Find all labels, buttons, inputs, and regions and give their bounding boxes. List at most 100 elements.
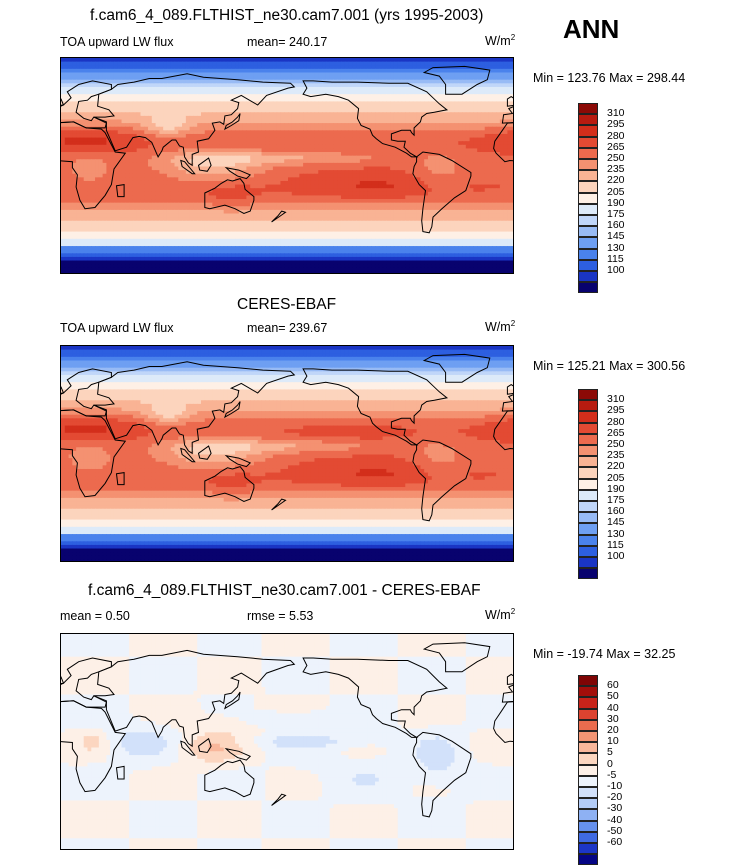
heatmap-cell [405,173,410,178]
heatmap-cell [371,148,376,153]
heatmap-cell [295,170,300,175]
heatmap-cell [431,108,437,113]
heatmap-cell [288,115,293,121]
heatmap-cell [488,170,493,175]
heatmap-cell [136,144,142,150]
panel1-units: W/m2 [485,33,515,48]
heatmap-cell [435,90,440,95]
heatmap-cell [170,94,176,99]
heatmap-cell [496,191,501,197]
heatmap-cell [159,195,164,200]
heatmap-cell [261,68,266,74]
heatmap-cell [322,112,327,117]
heatmap-cell [295,123,300,128]
heatmap-cell [340,180,346,186]
heatmap-cell [371,101,376,106]
heatmap-cell [265,90,270,95]
heatmap-cell [401,76,406,81]
heatmap-cell [250,166,255,171]
heatmap-cell [253,97,259,102]
heatmap-cell [83,123,89,128]
heatmap-cell [83,79,89,84]
heatmap-cell [458,108,463,113]
heatmap-cell [272,130,278,135]
heatmap-cell [488,162,493,168]
heatmap-cell [443,68,448,74]
heatmap-cell [68,202,73,207]
heatmap-cell [223,177,229,182]
heatmap-cell [496,58,501,63]
heatmap-cell [200,155,206,160]
heatmap-cell [250,173,255,178]
heatmap-cell [276,90,282,95]
heatmap-cell [359,126,365,131]
heatmap-cell [344,61,350,66]
heatmap-cell [348,68,353,74]
heatmap-cell [409,58,414,63]
heatmap-cell [352,195,357,200]
heatmap-cell [435,202,440,207]
heatmap-cell [189,101,195,106]
heatmap-cell [216,199,221,204]
heatmap-cell [212,191,217,197]
heatmap-cell [412,108,418,113]
heatmap-cell [129,65,134,70]
heatmap-cell [216,177,221,182]
heatmap-cell [507,83,512,88]
heatmap-cell [102,83,107,88]
heatmap-cell [204,86,210,92]
heatmap-cell [420,155,425,160]
heatmap-cell [450,202,456,207]
heatmap-cell [314,61,319,66]
heatmap-cell [499,191,505,197]
heatmap-cell [322,188,327,193]
heatmap-cell [390,184,395,189]
heatmap-cell [284,144,289,150]
heatmap-cell [166,76,172,81]
heatmap-cell [257,159,263,164]
heatmap-cell [64,126,70,131]
heatmap-cell [159,101,164,106]
heatmap-cell [462,58,467,63]
heatmap-cell [250,115,255,121]
heatmap-cell [219,112,225,117]
heatmap-cell [91,105,96,110]
heatmap-cell [197,141,202,146]
heatmap-cell [250,76,255,81]
heatmap-cell [284,72,289,77]
heatmap-cell [492,184,497,189]
heatmap-cell [110,101,115,106]
heatmap-cell [473,155,478,160]
heatmap-cell [64,177,70,182]
heatmap-cell [257,126,263,131]
heatmap-cell [473,79,478,84]
heatmap-cell [189,206,195,211]
heatmap-cell [163,97,168,102]
heatmap-cell [288,86,293,92]
heatmap-cell [284,101,289,106]
heatmap-cell [480,144,486,150]
heatmap-cell [121,202,126,207]
heatmap-cell [242,61,247,66]
heatmap-cell [496,152,501,157]
heatmap-cell [125,101,130,106]
heatmap-cell [265,105,270,110]
heatmap-cell [363,94,369,99]
heatmap-cell [182,94,187,99]
heatmap-cell [246,170,251,175]
heatmap-cell [329,83,334,88]
heatmap-cell [503,65,509,70]
heatmap-cell [76,72,81,77]
heatmap-cell [174,101,179,106]
heatmap-cell [178,166,183,171]
heatmap-cell [148,152,153,157]
heatmap-cell [446,141,452,146]
heatmap-cell [333,188,338,193]
heatmap-cell [83,144,89,150]
heatmap-cell [151,61,157,66]
heatmap-cell [129,133,134,139]
heatmap-cell [299,155,304,160]
heatmap-cell [140,68,145,74]
heatmap-cell [182,162,187,168]
heatmap-cell [163,191,168,197]
